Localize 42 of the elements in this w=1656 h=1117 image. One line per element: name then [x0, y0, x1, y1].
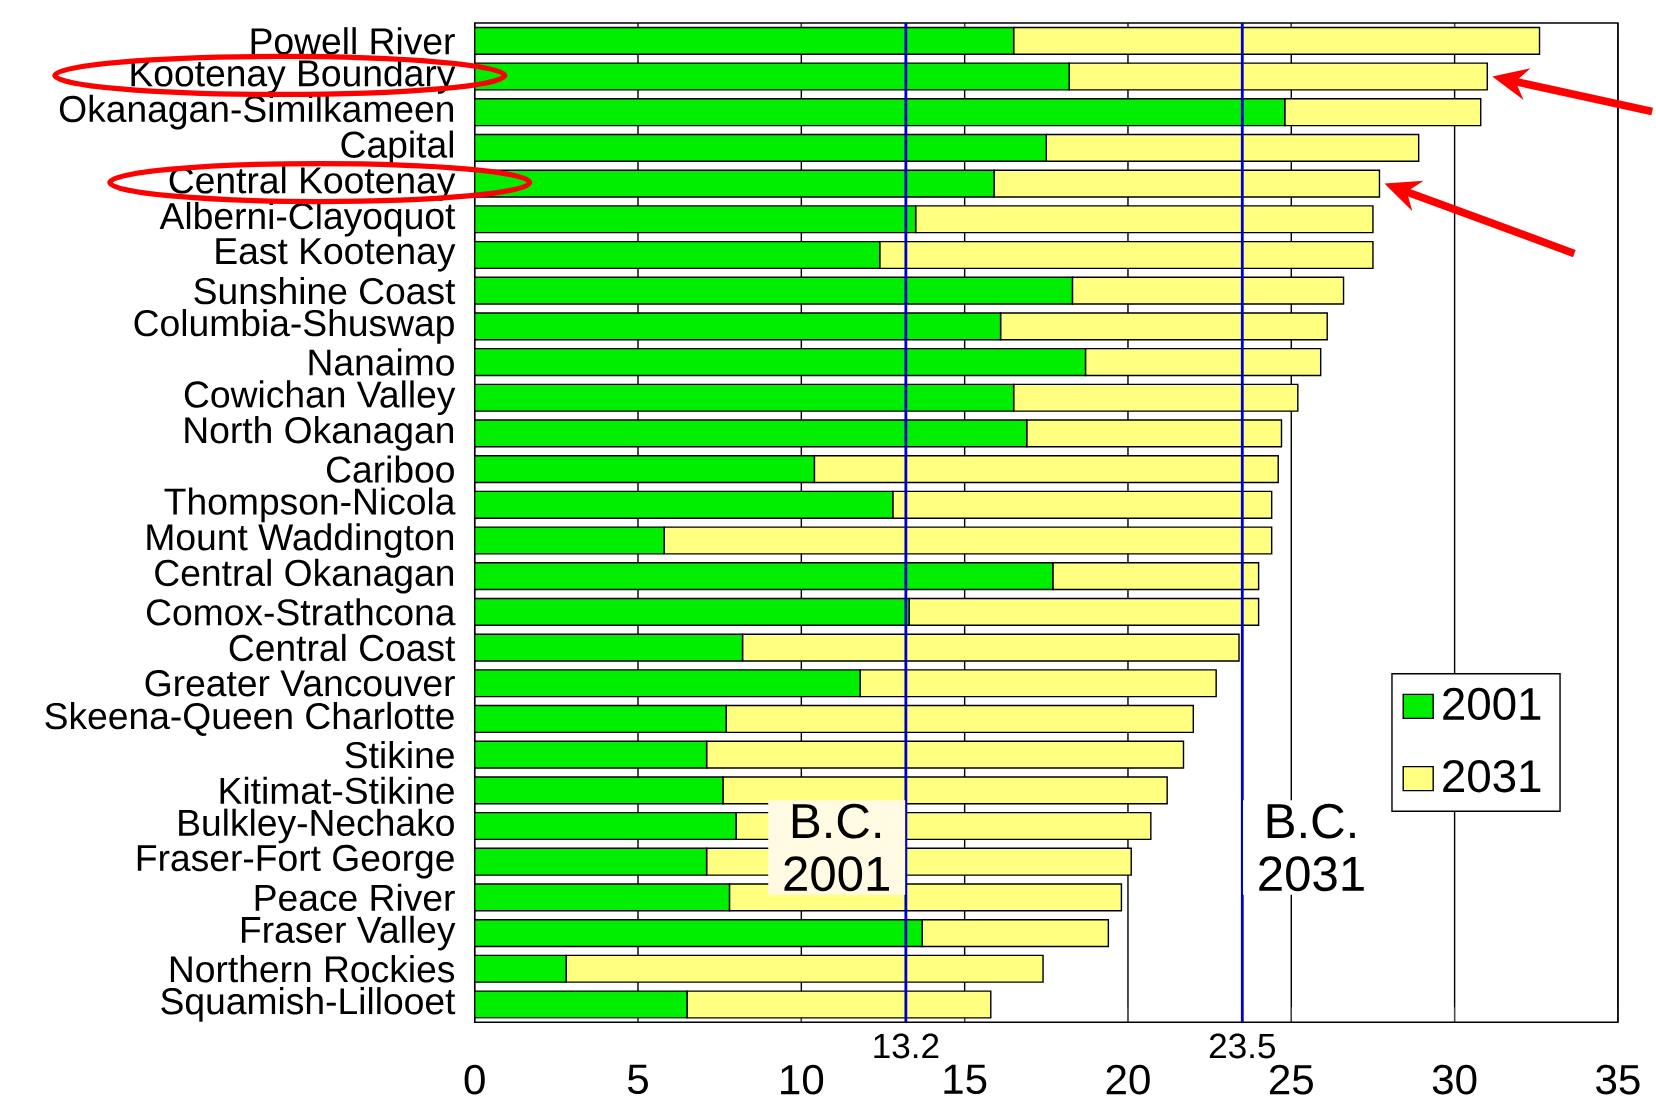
x-tick-label: 30: [1432, 1064, 1477, 1095]
y-tick-label: Cowichan Valley: [184, 380, 456, 415]
x-tick-label: 10: [781, 1064, 824, 1095]
y-tick-label: Central Coast: [229, 633, 456, 662]
y-tick-label: East Kootenay: [216, 238, 456, 272]
y-tick-label: Alberni-Clayoquot: [159, 201, 456, 237]
y-tick-label: Kitimat-Stikine: [220, 776, 454, 804]
y-tick-label: Sunshine Coast: [194, 276, 456, 305]
x-tick-label: 20: [1106, 1064, 1150, 1095]
x-tick-label: 0: [464, 1064, 485, 1095]
y-tick-label: Thompson-Nicola: [164, 487, 456, 523]
x-tick-label: 35: [1596, 1064, 1640, 1095]
x-tick-label: 5: [627, 1064, 648, 1094]
y-tick-label: Cariboo: [326, 455, 454, 483]
y-tick-label: North Okanagan: [185, 415, 453, 451]
legend-label: 2031: [1443, 759, 1541, 793]
y-tick-label: Capital: [341, 130, 453, 166]
y-tick-label: Fraser Valley: [241, 915, 456, 951]
y-tick-label: Powell River: [251, 27, 455, 55]
x-tick-label: 25: [1269, 1064, 1313, 1095]
y-tick-label: Peace River: [255, 883, 455, 911]
y-tick-label: Greater Vancouver: [145, 669, 455, 697]
y-tick-label: Kootenay Boundary: [131, 59, 456, 94]
y-tick-label: Okanagan-Similkameen: [59, 94, 453, 130]
y-tick-label: Comox-Strathcona: [146, 598, 456, 626]
x-tick-label: 15: [944, 1064, 987, 1094]
y-tick-label: Central Okanagan: [155, 558, 453, 594]
text: 13.2: [874, 1033, 939, 1059]
ref-line-label: B.C. 2031: [1259, 803, 1364, 892]
text: 23.5: [1209, 1033, 1276, 1059]
y-tick-label: Bulkley-Nechako: [179, 808, 454, 844]
y-tick-label: Squamish-Lillooet: [161, 986, 456, 1022]
y-tick-label: Nanaimo: [309, 348, 454, 376]
y-tick-label: Mount Waddington: [147, 523, 454, 558]
legend-label: 2001: [1443, 687, 1541, 721]
y-tick-label: Stikine: [345, 740, 454, 769]
y-tick-label: Fraser-Fort George: [137, 844, 454, 879]
y-tick-label: Central Kootenay: [169, 166, 456, 201]
y-tick-label: Northern Rockies: [170, 954, 455, 983]
y-tick-label: Skeena-Queen Charlotte: [45, 701, 454, 736]
ref-line-label: B.C. 2001: [784, 803, 889, 892]
y-tick-label: Columbia-Shuswap: [134, 308, 454, 344]
